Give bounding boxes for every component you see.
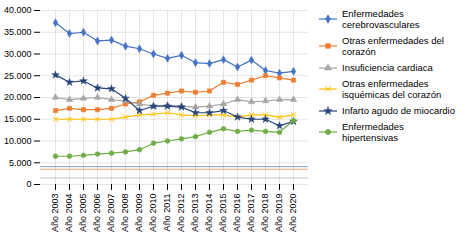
svg-text:Año 2013: Año 2013 <box>190 194 200 233</box>
svg-text:20.000: 20.000 <box>4 92 32 102</box>
svg-text:Año 2015: Año 2015 <box>218 194 228 233</box>
svg-text:35.000: 35.000 <box>4 27 32 37</box>
html-text:Otras enfermedades del corazón: Otras enfermedades del corazón <box>342 35 444 57</box>
html-text:Enfermedades hipertensivas: Enfermedades hipertensivas <box>342 121 404 143</box>
svg-text:Año 2003: Año 2003 <box>50 194 60 233</box>
svg-text:0: 0 <box>26 179 31 189</box>
svg-text:Año 2020: Año 2020 <box>288 194 298 233</box>
svg-text:Año 2011: Año 2011 <box>162 194 172 232</box>
svg-text:Año 2006: Año 2006 <box>92 194 102 233</box>
svg-text:Año 2019: Año 2019 <box>274 194 284 233</box>
svg-text:5.000: 5.000 <box>9 158 32 168</box>
html-text:Otras enfermedades isquémicas: Otras enfermedades isquémicas del corazó… <box>342 78 442 100</box>
svg-text:25.000: 25.000 <box>4 71 32 81</box>
svg-text:Año 2007: Año 2007 <box>106 194 116 233</box>
svg-text:Año 2017: Año 2017 <box>246 194 256 233</box>
html-text:Enfermedades cerebrovasculares: Enfermedades cerebrovasculares <box>342 8 420 30</box>
svg-text:40.000: 40.000 <box>4 5 32 15</box>
svg-text:Año 2018: Año 2018 <box>260 194 270 233</box>
svg-text:Año 2005: Año 2005 <box>78 194 88 233</box>
svg-text:Año 2014: Año 2014 <box>204 194 214 233</box>
svg-text:15.000: 15.000 <box>4 114 32 124</box>
svg-text:Año 2009: Año 2009 <box>134 194 144 233</box>
html-text:Insuficiencia cardiaca: Insuficiencia cardiaca <box>342 62 433 73</box>
svg-text:Año 2016: Año 2016 <box>232 194 242 233</box>
svg-text:Año 2004: Año 2004 <box>64 194 74 233</box>
html-text:Infarto agudo de miocardio: Infarto agudo de miocardio <box>342 105 455 116</box>
svg-text:Año 2010: Año 2010 <box>148 194 158 233</box>
svg-text:Año 2012: Año 2012 <box>176 194 186 233</box>
svg-text:10.000: 10.000 <box>4 136 32 146</box>
svg-text:30.000: 30.000 <box>4 49 32 59</box>
svg-text:Año 2008: Año 2008 <box>120 194 130 233</box>
